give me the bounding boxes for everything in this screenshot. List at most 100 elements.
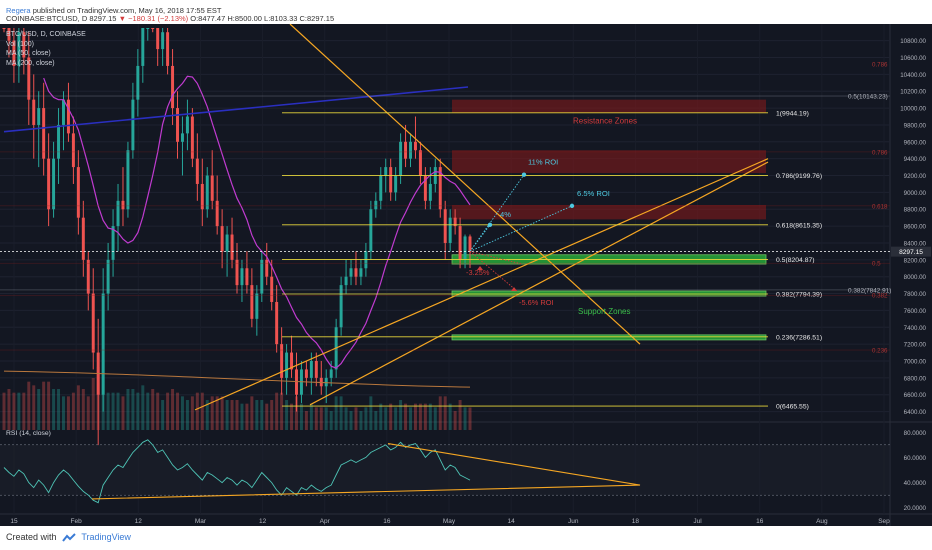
volume-bar (81, 389, 85, 430)
volume-bar (106, 392, 110, 430)
y-tick-label: 8600.00 (904, 224, 927, 231)
change-text: −180.31 (−2.13%) (128, 14, 189, 23)
header-line: Regera published on TradingView.com, May… (6, 6, 221, 15)
support-zone (451, 290, 767, 297)
down-arrow-icon (477, 265, 483, 270)
y-tick-label: 10600.00 (900, 55, 926, 62)
roi-projection-line (469, 174, 525, 252)
author-link[interactable]: Regera (6, 6, 31, 15)
candle (265, 259, 269, 277)
candle (57, 124, 61, 159)
volume-bar (52, 389, 56, 430)
volume-bar (37, 389, 41, 430)
blue-trend-line (3, 86, 469, 133)
rsi-tick-label: 40.0000 (904, 480, 927, 487)
candle (438, 167, 442, 210)
volume-bar (433, 407, 437, 430)
y-tick-label: 7600.00 (904, 308, 927, 315)
rsi-triangle (91, 443, 641, 500)
ohlc-text: O:8477.47 H:8500.00 L:8103.33 C:8297.15 (190, 14, 335, 23)
candle (81, 217, 85, 260)
down-arrow-icon (511, 287, 517, 292)
ascending-trend-line (194, 158, 769, 411)
candle (180, 133, 184, 142)
volume-bar (404, 403, 408, 430)
ma50-line (43, 75, 471, 369)
current-price-label: 8297.15 (899, 249, 923, 256)
publish-header: Regera published on TradingView.com, May… (0, 0, 932, 24)
volume-bar (180, 396, 184, 430)
y-tick-label: 6600.00 (904, 392, 927, 399)
volume-bar (2, 392, 6, 430)
downside-label: -3.25% (466, 268, 490, 277)
volume-bar (57, 389, 61, 430)
published-text: published on TradingView.com, May 16, 20… (32, 6, 222, 15)
volume-bar (255, 400, 259, 430)
volume-bar (354, 407, 358, 430)
volume-bar (220, 396, 224, 430)
candle (389, 167, 393, 193)
candle (116, 200, 120, 227)
volume-bar (185, 400, 189, 430)
volume-bar (314, 407, 318, 430)
volume-bar (86, 396, 90, 430)
chart-area[interactable]: 6400.00 6600.00 6800.00 7000.00 7200.00 7400.… (0, 24, 932, 526)
candle (270, 276, 274, 302)
candle (185, 116, 189, 134)
x-tick-label: 16 (756, 518, 764, 525)
y-tick-label: 7800.00 (904, 291, 927, 298)
volume-bar (384, 407, 388, 430)
rsi-tick-label: 80.0000 (904, 430, 927, 437)
legend-symbol: BTC/USD, D, COINBASE (6, 31, 86, 38)
candle (86, 259, 90, 294)
roi-label: 6.5% ROI (577, 189, 610, 198)
candle (2, 28, 6, 29)
tradingview-logo-icon (62, 532, 76, 542)
candle (52, 158, 56, 210)
candle (126, 150, 130, 210)
volume-bar (344, 407, 348, 430)
volume-bar (225, 400, 229, 430)
x-tick-label: 15 (10, 518, 18, 525)
roi-target-point (521, 172, 527, 177)
y-tick-label: 10000.00 (900, 106, 926, 113)
faded-fib-label: 0.236 (872, 348, 888, 355)
tradingview-brand[interactable]: TradingView (81, 532, 131, 542)
x-tick-label: May (443, 518, 456, 525)
candle (404, 141, 408, 159)
symbol-line: COINBASE:BTCUSD, D 8297.15 ▼ −180.31 (−2… (6, 14, 334, 23)
candle (230, 234, 234, 260)
volume-bar (131, 389, 135, 430)
volume-bar (230, 400, 234, 430)
candle (62, 99, 65, 125)
volume-bar (195, 392, 199, 430)
candle (250, 285, 254, 319)
y-tick-label: 10800.00 (900, 38, 926, 45)
volume-bar (200, 392, 204, 430)
volume-bar (42, 381, 46, 430)
candle (463, 236, 467, 260)
candle (304, 369, 308, 378)
candle (136, 65, 140, 100)
candle (131, 99, 135, 151)
volume-bar (349, 411, 353, 430)
volume-bar (7, 389, 11, 430)
volume-bar (413, 403, 417, 430)
created-with: Created with TradingView (6, 532, 131, 543)
y-tick-label: 8800.00 (904, 207, 927, 214)
volume-bar (260, 400, 264, 430)
candle (101, 293, 105, 395)
candle (42, 108, 46, 159)
volume-bar (448, 403, 452, 430)
down-arrow-icon: ▼ (118, 14, 127, 23)
volume-bar (166, 392, 170, 430)
x-tick-label: 12 (259, 518, 267, 525)
volume-bar (339, 396, 343, 430)
volume-bar (161, 400, 165, 430)
volume-bar (423, 403, 427, 430)
faded-fib-label: 0.5 (872, 261, 881, 268)
candle (369, 209, 373, 252)
price-chart[interactable]: 6400.00 6600.00 6800.00 7000.00 7200.00 7400.… (0, 24, 932, 526)
volume-bar (136, 392, 140, 430)
volume-bar (418, 403, 422, 430)
